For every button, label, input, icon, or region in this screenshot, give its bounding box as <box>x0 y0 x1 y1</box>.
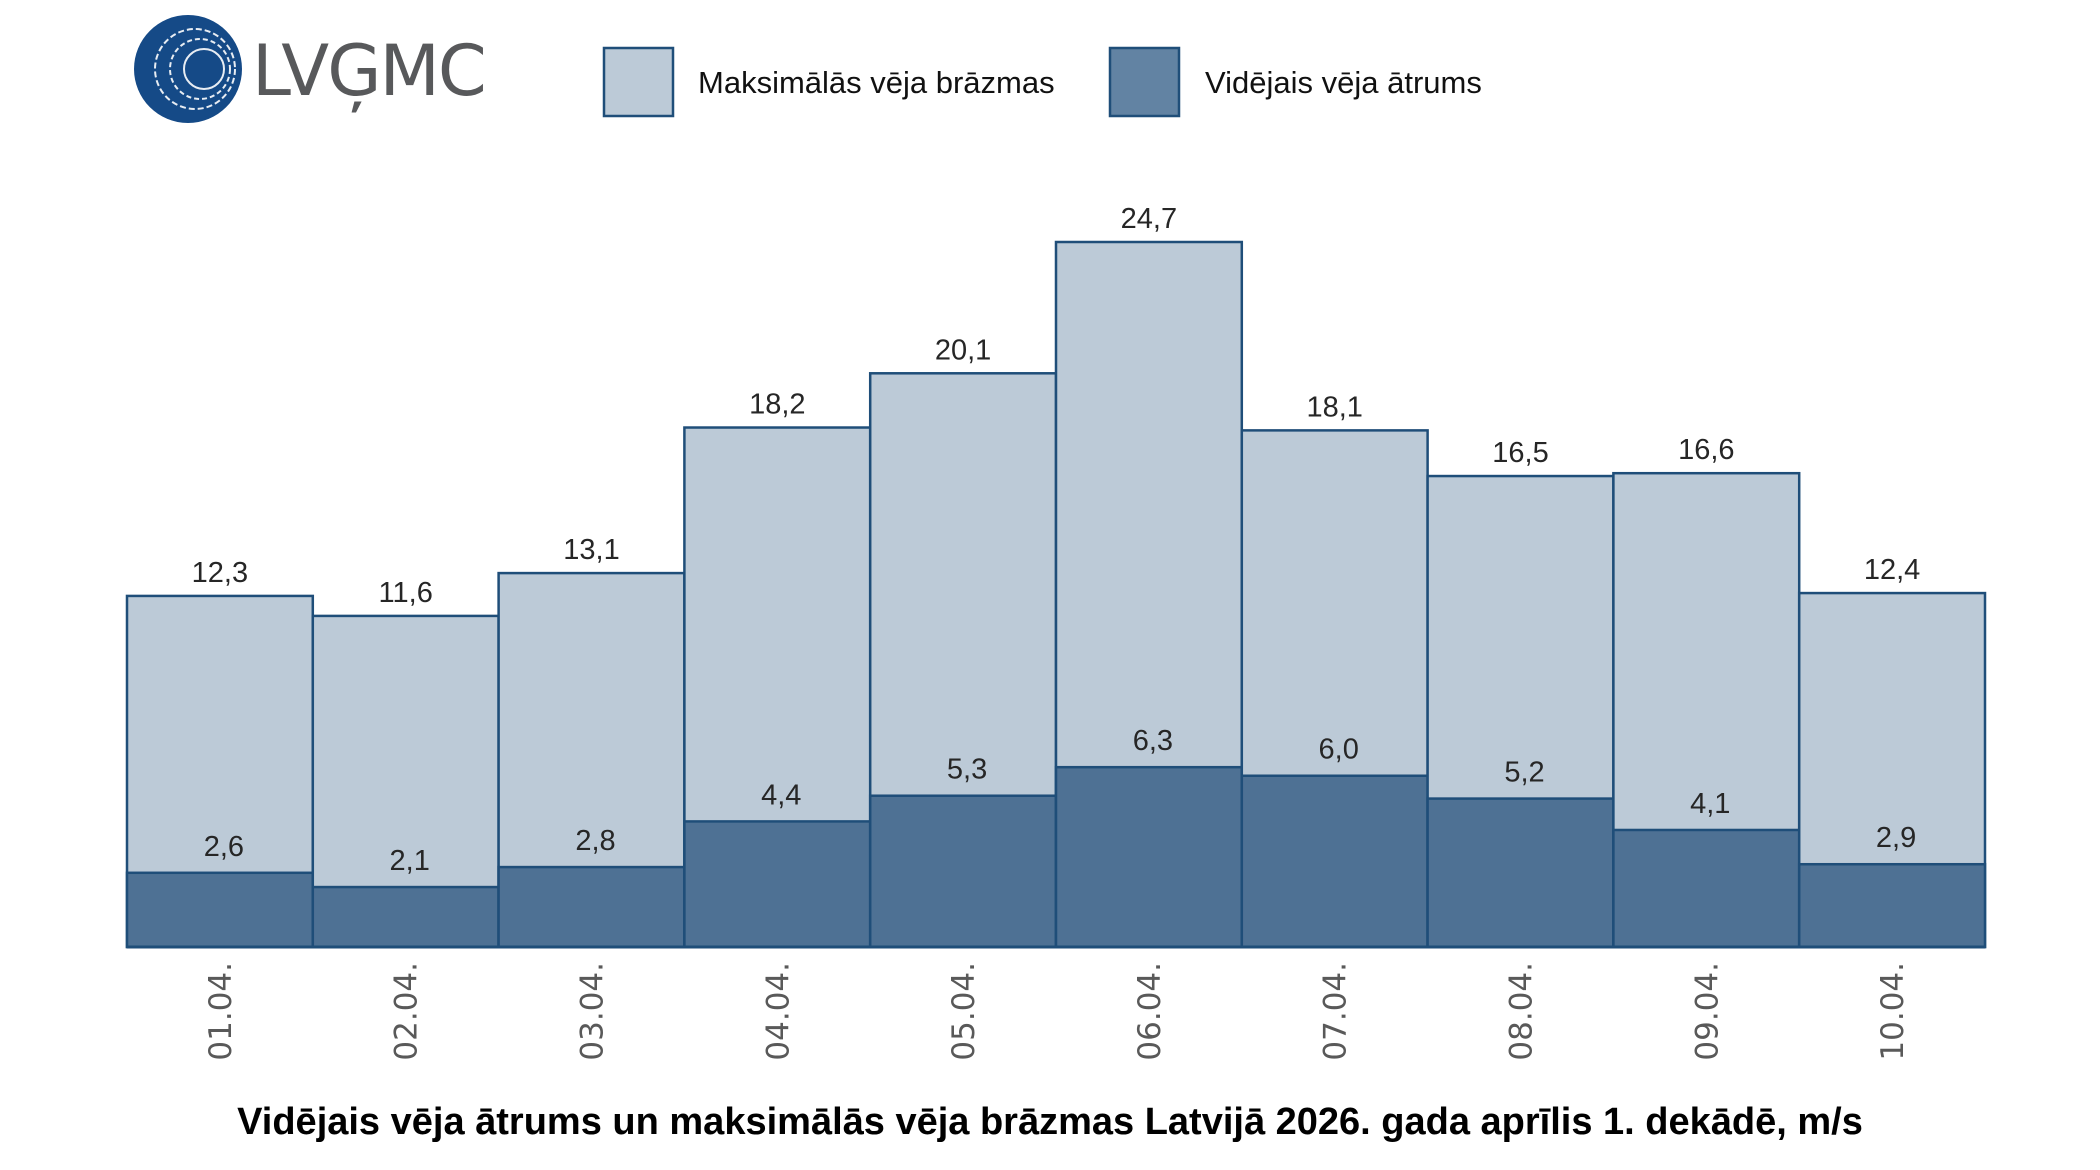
value-label-max-gust: 11,6 <box>379 577 433 609</box>
value-label-avg-speed: 6,3 <box>1133 725 1173 757</box>
bar-avg-speed <box>683 820 872 949</box>
legend: Maksimālās vēja brāzmas Vidējais vēja āt… <box>602 46 1482 118</box>
bars <box>125 240 1987 949</box>
value-label-max-gust: 18,1 <box>1306 391 1362 423</box>
legend-label-avg-speed: Vidējais vēja ātrums <box>1205 65 1482 100</box>
bar-avg-speed <box>1240 774 1429 949</box>
value-label-avg-speed: 2,1 <box>390 845 430 877</box>
legend-swatch-max-gust <box>602 46 675 118</box>
value-label-avg-speed: 2,8 <box>575 825 615 857</box>
x-tick-label: 08.04. <box>1504 962 1540 1061</box>
value-label-max-gust: 12,3 <box>192 557 248 589</box>
value-label-max-gust: 18,2 <box>749 389 805 421</box>
bar-avg-speed <box>1612 828 1801 949</box>
value-labels: 12,3 2,6 11,6 2,1 13,1 2,8 18,2 4,4 20,1 5,3 24,7 6… <box>192 203 1921 877</box>
value-label-max-gust: 16,5 <box>1492 437 1548 469</box>
bar-avg-speed <box>497 865 686 949</box>
bar-avg-speed <box>125 871 315 949</box>
value-label-max-gust: 13,1 <box>563 534 619 566</box>
value-label-max-gust: 12,4 <box>1864 554 1920 586</box>
x-tick-label: 07.04. <box>1318 962 1354 1061</box>
legend-item-max-gust: Maksimālās vēja brāzmas <box>602 46 1055 118</box>
x-tick-label: 03.04. <box>575 962 611 1061</box>
value-label-avg-speed: 4,1 <box>1690 788 1730 820</box>
x-tick-label: 02.04. <box>389 962 425 1061</box>
legend-item-avg-speed: Vidējais vēja ātrums <box>1108 46 1482 118</box>
x-axis-ticks: 01.04. 02.04. 03.04. 04.04. 05.04. 06.04. 07.0… <box>203 962 1911 1061</box>
value-label-max-gust: 24,7 <box>1121 203 1177 235</box>
value-label-avg-speed: 6,0 <box>1319 734 1359 766</box>
x-tick-label: 04.04. <box>760 962 796 1061</box>
logo: LVĢMC <box>134 15 487 123</box>
legend-swatch-avg-speed <box>1108 46 1181 118</box>
value-label-avg-speed: 5,3 <box>947 754 987 786</box>
bar-avg-speed <box>1797 862 1987 949</box>
value-label-avg-speed: 2,6 <box>204 831 244 863</box>
value-label-avg-speed: 5,2 <box>1504 757 1544 789</box>
x-tick-label: 06.04. <box>1132 962 1168 1061</box>
bar-avg-speed <box>311 885 500 949</box>
value-label-max-gust: 16,6 <box>1678 434 1734 466</box>
bar-avg-speed <box>1426 797 1615 949</box>
legend-label-max-gust: Maksimālās vēja brāzmas <box>698 65 1055 100</box>
x-tick-label: 09.04. <box>1689 962 1725 1061</box>
x-tick-label: 01.04. <box>203 962 239 1061</box>
logo-text: LVĢMC <box>252 30 485 112</box>
x-tick-label: 05.04. <box>946 962 982 1061</box>
x-tick-label: 10.04. <box>1875 962 1911 1061</box>
logo-emblem-icon <box>134 15 242 123</box>
value-label-avg-speed: 4,4 <box>761 779 801 811</box>
bar-avg-speed <box>868 794 1058 949</box>
value-label-avg-speed: 2,9 <box>1876 822 1916 854</box>
value-label-max-gust: 20,1 <box>935 334 991 366</box>
bar-avg-speed <box>1054 765 1244 949</box>
chart-title: Vidējais vēja ātrums un maksimālās vēja … <box>237 1101 1863 1143</box>
